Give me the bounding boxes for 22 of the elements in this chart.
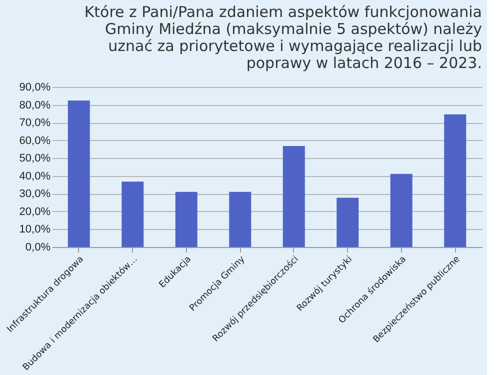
y-tick-label: 10,0% — [19, 224, 51, 236]
bar — [122, 182, 144, 247]
bar — [175, 192, 198, 247]
text: uznać za priorytetowe i wymagające realizacji lub — [108, 37, 482, 55]
y-tick-label: 90,0% — [19, 82, 51, 94]
bar — [68, 100, 90, 247]
y-tick-label: 40,0% — [19, 170, 51, 182]
bar — [390, 174, 412, 247]
y-tick-label: 0,0% — [25, 242, 51, 254]
y-tick-label: 20,0% — [19, 206, 51, 218]
y-tick-label: 80,0% — [19, 99, 51, 112]
y-tick-label: 60,0% — [19, 134, 51, 147]
text: poprawy w latach 2016 – 2023. — [246, 54, 482, 72]
y-tick-label: 30,0% — [19, 188, 51, 200]
y-tick-label: 70,0% — [19, 117, 51, 130]
text: Które z Pani/Pana zdaniem aspektów funkcjonowania — [84, 3, 482, 21]
y-tick-label: 50,0% — [19, 152, 51, 165]
bar — [444, 114, 466, 247]
bar — [336, 198, 359, 247]
bar — [282, 146, 305, 247]
text: Gminy Miedźna (maksymalnie 5 aspektów) należy — [105, 20, 482, 38]
bar — [229, 192, 252, 247]
